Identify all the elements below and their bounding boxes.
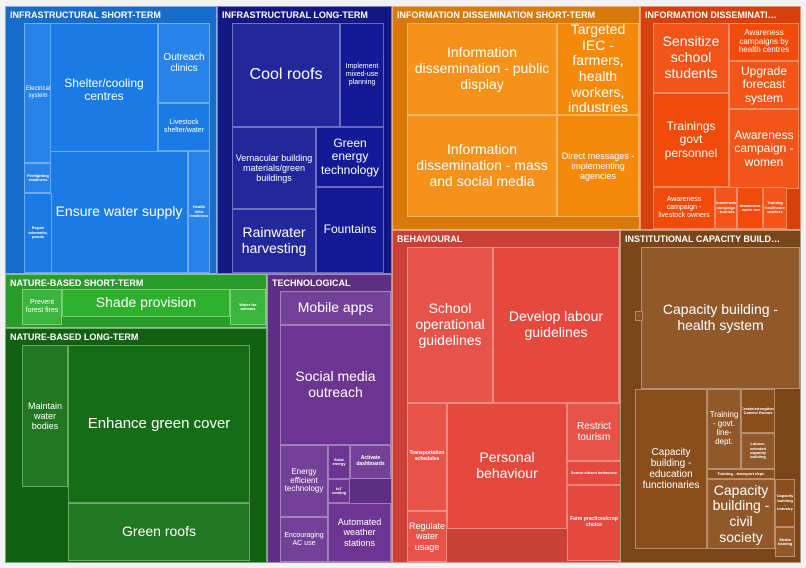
cell-direct-messages-implementing-agencies[interactable]: Direct messages - implementing agencies <box>557 115 639 217</box>
group-title: TECHNOLOGICAL <box>272 278 351 288</box>
cell-upgrade-forecast-system[interactable]: Upgrade forecast system <box>729 61 799 109</box>
group-institutional-capacity-build[interactable]: INSTITUTIONAL CAPACITY BUILD… Capacity bu… <box>620 230 801 563</box>
cell-trainings-govt-personnel[interactable]: Trainings govt personnel <box>653 93 729 187</box>
cell-mobile-apps[interactable]: Mobile apps <box>280 291 391 325</box>
cell-awareness-campaigns-by-health-centres[interactable]: Awareness campaigns by health centres <box>729 23 799 61</box>
cell-cool-roofs[interactable]: Cool roofs <box>232 23 340 127</box>
cell-sensitize-school-students[interactable]: Sensitize school students <box>653 23 729 93</box>
cell-awareness-campaign-livestock-owners[interactable]: Awareness campaign - livestock owners <box>653 187 715 229</box>
cell-implement-mixed-use-planning[interactable]: Implement mixed-use planning <box>340 23 384 127</box>
cell-awareness-campaign-women[interactable]: Awareness campaign - women <box>729 109 799 189</box>
cell-shade-provision[interactable]: Shade provision <box>62 289 230 317</box>
cell-iot-cooling[interactable]: IoT cooling <box>328 479 350 503</box>
cell-encouraging-ac-use[interactable]: Encouraging AC use <box>280 517 328 562</box>
group-infrastructural-long-term[interactable]: INFRASTRUCTURAL LONG-TERM Cool roofs Imple… <box>217 6 392 274</box>
cell-media-training[interactable]: Media training <box>775 527 795 557</box>
cell-electrical-system[interactable]: Electrical system <box>24 23 52 163</box>
group-nature-based-long-term[interactable]: NATURE-BASED LONG-TERM Maintain water bod… <box>5 328 267 563</box>
cell-awareness-water-use[interactable]: Awareness - water use <box>737 187 763 229</box>
cell-health-infra-readiness[interactable]: Health infra readiness <box>188 151 210 273</box>
cell-training-govt-line-dept[interactable]: Training - govt. line-dept. <box>707 389 741 469</box>
cell-vernacular-building-materials-green-buildings[interactable]: Vernacular building materials/green buil… <box>232 127 316 209</box>
group-title: BEHAVIOURAL <box>397 234 463 244</box>
cell-information-dissemination-mass-and-social-media[interactable]: Information dissemination - mass and soc… <box>407 115 557 217</box>
cell-fountains[interactable]: Fountains <box>316 187 384 273</box>
cell-dot[interactable]: · <box>635 311 643 321</box>
cell-capacity-building-industry[interactable]: Capacity building - industry <box>775 479 795 527</box>
cell-create-strengthen-control-rooms[interactable]: Create/strengthen Control Rooms <box>741 389 775 433</box>
cell-enhance-green-cover[interactable]: Enhance green cover <box>68 345 250 503</box>
cell-capacity-building-health-system[interactable]: Capacity building - health system <box>641 247 800 389</box>
cell-prevent-forest-fires[interactable]: Prevent forest fires <box>22 289 62 325</box>
cell-social-media-outreach[interactable]: Social media outreach <box>280 325 391 445</box>
cell-transportation-schedules[interactable]: Transportation schedules <box>407 403 447 511</box>
cell-firefighting-readiness[interactable]: Firefighting readiness <box>24 163 52 193</box>
group-title: INFRASTRUCTURAL SHORT-TERM <box>10 10 161 20</box>
group-title: INFRASTRUCTURAL LONG-TERM <box>222 10 368 20</box>
cell-awareness-campaign-tourists[interactable]: Awareness campaign - tourists <box>715 187 737 229</box>
cell-labour-oriented-capacity-building[interactable]: Labour-oriented capacity building <box>741 433 775 469</box>
cell-personal-behaviour[interactable]: Personal behaviour <box>447 403 567 529</box>
cell-training-healthcare-workers[interactable]: Training healthcare workers <box>763 187 787 229</box>
group-title: INFORMATION DISSEMINATI… <box>645 10 777 20</box>
cell-senior-citizen-behaviour[interactable]: Senior citizen behaviour <box>567 461 621 485</box>
cell-livestock-shelter-water[interactable]: Livestock shelter/water <box>158 103 210 151</box>
group-behavioural[interactable]: BEHAVIOURAL School operational guidelines… <box>392 230 621 563</box>
cell-maintain-water-bodies[interactable]: Maintain water bodies <box>22 345 68 487</box>
cell-energy-efficient-technology[interactable]: Energy efficient technology <box>280 445 328 517</box>
group-title: NATURE-BASED SHORT-TERM <box>10 278 144 288</box>
cell-water-for-animals[interactable]: Water for animals <box>230 289 266 325</box>
cell-farm-practices-crop-choice[interactable]: Farm practices/crop choice <box>567 485 621 561</box>
group-title: INFORMATION DISSEMINATION SHORT-TERM <box>397 10 596 20</box>
cell-develop-labour-guidelines[interactable]: Develop labour guidelines <box>493 247 619 403</box>
cell-training-transport-dept[interactable]: Training - transport dept. <box>707 469 775 479</box>
group-title: NATURE-BASED LONG-TERM <box>10 332 139 342</box>
cell-capacity-building-education-functionaries[interactable]: Capacity building - education functionar… <box>635 389 707 549</box>
cell-ensure-water-supply[interactable]: Ensure water supply <box>50 151 188 273</box>
cell-green-energy-technology[interactable]: Green energy technology <box>316 127 384 187</box>
cell-regulate-water-usage[interactable]: Regulate water usage <box>407 511 447 562</box>
cell-outreach-clinics[interactable]: Outreach clinics <box>158 23 210 103</box>
cell-rainwater-harvesting[interactable]: Rainwater harvesting <box>232 209 316 273</box>
group-technological[interactable]: TECHNOLOGICAL Mobile apps Social media out… <box>267 274 392 563</box>
group-information-disseminati[interactable]: INFORMATION DISSEMINATI… Sensitize school… <box>640 6 801 230</box>
cell-activate-dashboards[interactable]: Activate dashboards <box>350 445 391 479</box>
cell-school-operational-guidelines[interactable]: School operational guidelines <box>407 247 493 403</box>
cell-shelter-cooling-centres[interactable]: Shelter/cooling centres <box>50 23 158 157</box>
cell-capacity-building-civil-society[interactable]: Capacity building - civil society <box>707 479 775 549</box>
cell-automated-weather-stations[interactable]: Automated weather stations <box>328 503 391 562</box>
cell-information-dissemination-public-display[interactable]: Information dissemination - public displ… <box>407 23 557 115</box>
cell-targeted-iec-farmers-health-workers-industries[interactable]: Targeted IEC - farmers, health workers, … <box>557 23 639 115</box>
cell-green-roofs[interactable]: Green roofs <box>68 503 250 561</box>
cell-restrict-tourism[interactable]: Restrict tourism <box>567 403 621 461</box>
group-information-dissemination-short-term[interactable]: INFORMATION DISSEMINATION SHORT-TERM Info… <box>392 6 640 230</box>
group-title: INSTITUTIONAL CAPACITY BUILD… <box>625 234 780 244</box>
group-infrastructural-short-term[interactable]: INFRASTRUCTURAL SHORT-TERM Electrical sys… <box>5 6 217 274</box>
cell-repair-tubewells-ponds[interactable]: Repair tubewells, ponds <box>24 193 52 273</box>
group-nature-based-short-term[interactable]: NATURE-BASED SHORT-TERM Prevent forest fi… <box>5 274 267 328</box>
cell-solar-energy[interactable]: Solar energy <box>328 445 350 479</box>
